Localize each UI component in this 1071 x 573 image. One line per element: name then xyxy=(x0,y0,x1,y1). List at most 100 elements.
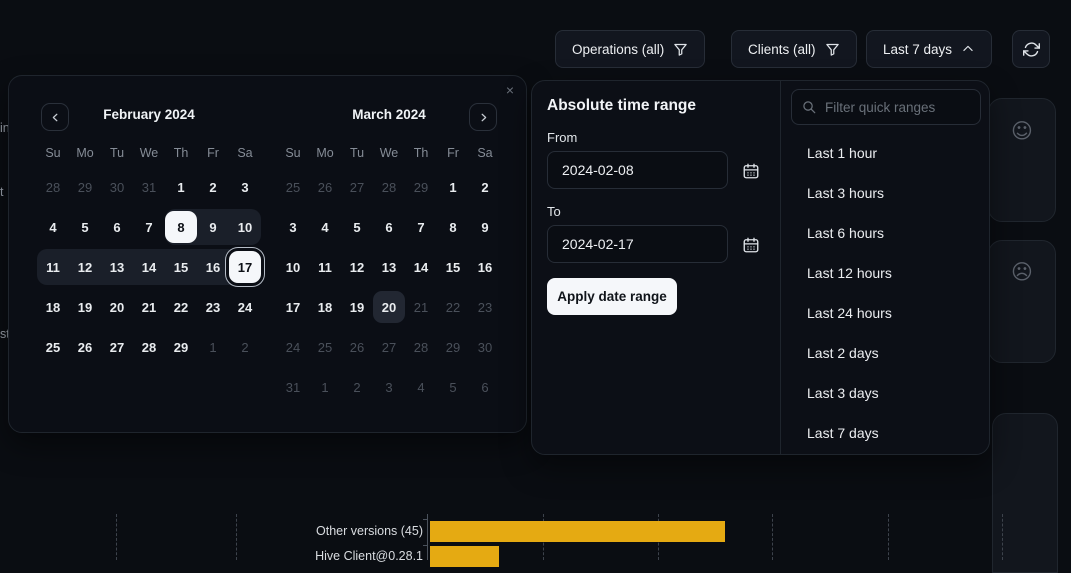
calendar-day[interactable]: 4 xyxy=(49,219,57,235)
refresh-button[interactable] xyxy=(1012,30,1050,68)
calendar-day[interactable]: 12 xyxy=(349,259,365,275)
weekday-header: Su Mo Tu We Th Fr Sa xyxy=(37,139,261,167)
calendar-day[interactable]: 6 xyxy=(385,219,393,235)
calendar-week-row: 24 25 26 27 28 29 30 xyxy=(277,327,501,367)
weekday-label: Tu xyxy=(349,146,365,160)
calendar-day[interactable]: 21 xyxy=(141,299,157,315)
time-range-dropdown: Absolute time range From To Apply date r… xyxy=(531,80,990,455)
calendar-day[interactable]: 18 xyxy=(45,299,61,315)
clipped-text-fragment: st xyxy=(0,327,8,341)
quick-range-item[interactable]: Last 24 hours xyxy=(807,305,892,321)
calendar-day[interactable]: 8 xyxy=(449,219,457,235)
calendar-day[interactable]: 13 xyxy=(381,259,397,275)
calendar-day[interactable]: 10 xyxy=(285,259,301,275)
calendar-day: 5 xyxy=(449,379,457,395)
to-date-input[interactable] xyxy=(547,225,728,263)
calendar-day[interactable]: 5 xyxy=(81,219,89,235)
weekday-label: Mo xyxy=(76,146,94,160)
calendar-day[interactable]: 25 xyxy=(45,339,61,355)
calendar-day[interactable]: 11 xyxy=(318,259,332,275)
calendar-day[interactable]: 28 xyxy=(141,339,157,355)
calendar-day[interactable]: 17 xyxy=(285,299,301,315)
calendar-day[interactable]: 15 xyxy=(173,259,189,275)
quick-range-item[interactable]: Last 1 hour xyxy=(807,145,878,161)
chart-axis-tick xyxy=(423,519,427,520)
calendar-day[interactable]: 29 xyxy=(173,339,189,355)
calendar-day[interactable]: 17 xyxy=(229,251,261,283)
weekday-label: Fr xyxy=(207,146,219,160)
weekday-label: Su xyxy=(285,146,301,160)
from-date-input[interactable] xyxy=(547,151,728,189)
calendar-day[interactable]: 3 xyxy=(289,219,297,235)
calendar-day[interactable]: 9 xyxy=(481,219,489,235)
calendar-icon[interactable] xyxy=(742,162,760,180)
calendar-day[interactable]: 2 xyxy=(209,179,217,195)
calendar-day[interactable]: 22 xyxy=(173,299,189,315)
calendar-day[interactable]: 16 xyxy=(205,259,221,275)
calendar-day[interactable]: 24 xyxy=(237,299,253,315)
filter-quick-ranges-input[interactable] xyxy=(791,89,981,125)
quick-range-item[interactable]: Last 6 hours xyxy=(807,225,885,241)
weekday-label: Th xyxy=(173,146,189,160)
calendar-week-row: 28 29 30 31 1 2 3 xyxy=(37,167,261,207)
calendar-icon[interactable] xyxy=(742,236,760,254)
calendar-day[interactable]: 1 xyxy=(449,179,457,195)
calendar-day[interactable]: 7 xyxy=(145,219,153,235)
calendar-day: 21 xyxy=(413,299,429,315)
calendar-day[interactable]: 26 xyxy=(77,339,93,355)
calendar-day[interactable]: 19 xyxy=(349,299,365,315)
calendar-day[interactable]: 20 xyxy=(109,299,125,315)
calendar-day[interactable]: 1 xyxy=(177,179,185,195)
calendar-week-row: 25 26 27 28 29 1 2 xyxy=(277,167,501,207)
calendar-day[interactable]: 13 xyxy=(109,259,125,275)
calendar-day[interactable]: 8 xyxy=(165,211,197,243)
quick-ranges-filter xyxy=(791,89,981,125)
chevron-right-icon xyxy=(477,111,490,124)
quick-range-item[interactable]: Last 12 hours xyxy=(807,265,892,281)
calendar-day[interactable]: 10 xyxy=(237,219,253,235)
calendar-day: 31 xyxy=(285,379,301,395)
quick-range-item[interactable]: Last 3 days xyxy=(807,385,879,401)
apply-date-range-button[interactable]: Apply date range xyxy=(547,278,677,315)
next-month-button[interactable] xyxy=(469,103,497,131)
calendar-day[interactable]: 16 xyxy=(477,259,493,275)
weekday-header: Su Mo Tu We Th Fr Sa xyxy=(277,139,501,167)
calendar-day[interactable]: 6 xyxy=(113,219,121,235)
calendar-day[interactable]: 3 xyxy=(241,179,249,195)
calendar-day[interactable]: 4 xyxy=(321,219,329,235)
weekday-label: Tu xyxy=(109,146,125,160)
calendar-day[interactable]: 11 xyxy=(46,259,60,275)
quick-range-item[interactable]: Last 7 days xyxy=(807,425,879,441)
calendar-day[interactable]: 7 xyxy=(417,219,425,235)
quick-range-item[interactable]: Last 3 hours xyxy=(807,185,885,201)
calendar-day: 26 xyxy=(349,339,365,355)
chart-gridline xyxy=(772,514,773,560)
time-range-button[interactable]: Last 7 days xyxy=(866,30,993,68)
calendar-day[interactable]: 15 xyxy=(445,259,461,275)
calendar-day: 26 xyxy=(317,179,333,195)
calendar-day[interactable]: 18 xyxy=(317,299,333,315)
weekday-label: Sa xyxy=(477,146,493,160)
calendar-day[interactable]: 23 xyxy=(205,299,221,315)
previous-month-button[interactable] xyxy=(41,103,69,131)
calendar-day[interactable]: 19 xyxy=(77,299,93,315)
chart-axis-line xyxy=(427,514,428,560)
calendar-day[interactable]: 14 xyxy=(141,259,157,275)
operations-filter-button[interactable]: Operations (all) xyxy=(555,30,706,68)
quick-range-item[interactable]: Last 2 days xyxy=(807,345,879,361)
calendar-week-row: 4 5 6 7 8 9 10 xyxy=(37,207,261,247)
calendar-day[interactable]: 27 xyxy=(109,339,125,355)
calendar-day[interactable]: 12 xyxy=(77,259,93,275)
frowning-face-icon: ☹ xyxy=(1011,260,1033,284)
calendar-day[interactable]: 20 xyxy=(373,291,405,323)
calendar-day: 2 xyxy=(353,379,361,395)
calendar-day[interactable]: 14 xyxy=(413,259,429,275)
calendar-day[interactable]: 2 xyxy=(481,179,489,195)
close-icon[interactable]: × xyxy=(505,82,514,98)
calendar-day: 25 xyxy=(285,179,301,195)
calendar-day[interactable]: 5 xyxy=(353,219,361,235)
calendar-day: 25 xyxy=(317,339,333,355)
calendar-day[interactable]: 9 xyxy=(209,219,217,235)
clients-filter-button[interactable]: Clients (all) xyxy=(731,30,857,68)
calendar-day: 27 xyxy=(349,179,365,195)
